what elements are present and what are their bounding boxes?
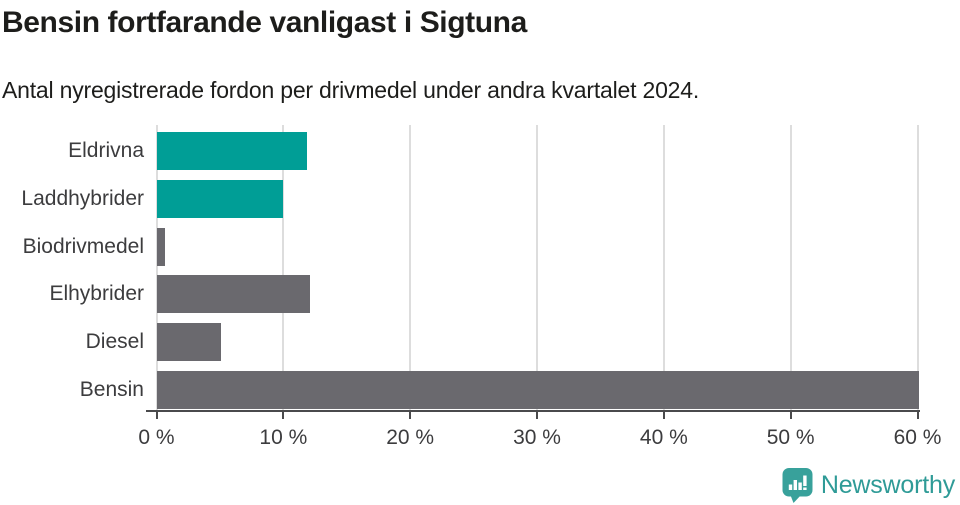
category-label-elhybrider: Elhybrider [49, 282, 144, 306]
gridline-40 [662, 125, 665, 410]
x-tick-50 [789, 412, 792, 419]
x-tick-label-60: 60 % [893, 426, 942, 449]
gridline-20 [409, 125, 412, 410]
x-tick-20 [409, 412, 412, 419]
newsworthy-logo-text: Newsworthy [820, 471, 955, 499]
bar-eldrivna [156, 132, 308, 171]
chart-subtitle: Antal nyregistrerade fordon per drivmede… [2, 77, 700, 103]
bar-elhybrider [156, 275, 310, 314]
x-tick-label-30: 30 % [513, 426, 561, 449]
x-tick-label-50: 50 % [766, 426, 815, 449]
newsworthy-logo: Newsworthy [782, 467, 955, 503]
newsworthy-logo-icon [782, 468, 813, 503]
gridline-50 [789, 125, 792, 410]
x-tick-40 [662, 412, 665, 419]
x-tick-0 [155, 412, 158, 419]
gridline-10 [282, 125, 285, 410]
category-label-bensin: Bensin [79, 377, 144, 401]
x-tick-label-40: 40 % [639, 426, 688, 449]
x-tick-30 [536, 412, 538, 419]
bar-biodrivmedel [156, 227, 166, 266]
chart-title: Bensin fortfarande vanligast i Sigtuna [2, 6, 527, 39]
category-label-eldrivna: Eldrivna [68, 139, 144, 163]
x-axis-line [146, 410, 920, 412]
x-tick-label-10: 10 % [259, 426, 308, 449]
gridline-30 [536, 125, 538, 410]
gridline-60 [916, 125, 919, 410]
bar-chart: Eldrivna Laddhybrider Biodrivmedel Elhybrid… [0, 125, 960, 460]
category-label-biodrivmedel: Biodrivmedel [22, 234, 144, 258]
gridline-0 [155, 125, 158, 410]
x-tick-label-0: 0 % [138, 426, 175, 449]
x-tick-10 [282, 412, 285, 419]
bar-laddhybrider [156, 180, 284, 218]
bar-bensin [156, 370, 919, 409]
x-tick-60 [916, 412, 919, 419]
bar-diesel [156, 323, 222, 362]
category-label-diesel: Diesel [85, 330, 144, 354]
category-label-laddhybrider: Laddhybrider [21, 187, 144, 210]
x-tick-label-20: 20 % [386, 426, 435, 449]
